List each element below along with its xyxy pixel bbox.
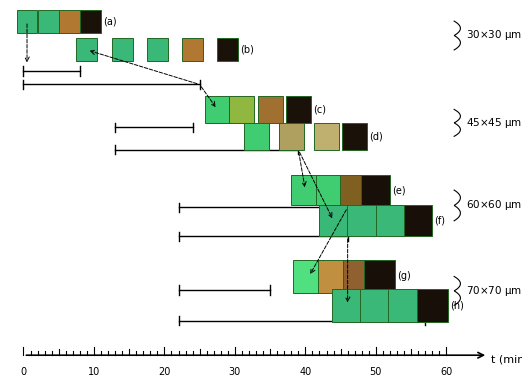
Bar <box>342 123 367 150</box>
Bar <box>80 10 101 33</box>
Bar <box>348 205 376 236</box>
Bar <box>182 38 203 61</box>
Bar <box>404 205 433 236</box>
Text: 30: 30 <box>229 367 241 377</box>
Bar <box>291 175 319 205</box>
Bar <box>59 10 80 33</box>
Text: 10: 10 <box>88 367 100 377</box>
Bar <box>257 96 283 123</box>
Bar <box>318 260 349 293</box>
Bar <box>417 289 448 322</box>
Text: 20: 20 <box>158 367 171 377</box>
Bar <box>38 10 58 33</box>
Bar <box>286 96 311 123</box>
Bar <box>112 38 133 61</box>
Text: (a): (a) <box>103 16 116 26</box>
Text: (d): (d) <box>369 131 383 141</box>
Text: (h): (h) <box>450 300 464 310</box>
Bar <box>17 10 38 33</box>
Bar <box>340 175 369 205</box>
Text: 0: 0 <box>20 367 27 377</box>
Text: 70×70 μm$^2$: 70×70 μm$^2$ <box>466 283 522 299</box>
Text: 60: 60 <box>440 367 453 377</box>
Text: (e): (e) <box>392 185 406 195</box>
Bar <box>279 123 304 150</box>
Bar <box>314 123 339 150</box>
Bar <box>376 205 405 236</box>
Text: (b): (b) <box>240 45 254 55</box>
Text: 60×60 μm$^2$: 60×60 μm$^2$ <box>466 197 522 214</box>
Bar <box>388 289 420 322</box>
Text: t (min): t (min) <box>491 354 522 364</box>
Text: (g): (g) <box>397 271 411 281</box>
Text: (f): (f) <box>434 216 446 226</box>
Text: 50: 50 <box>370 367 382 377</box>
Text: 30×30 μm$^2$: 30×30 μm$^2$ <box>466 28 522 43</box>
Bar <box>205 96 230 123</box>
Text: 45×45 μm$^2$: 45×45 μm$^2$ <box>466 115 522 131</box>
Bar <box>217 38 238 61</box>
Bar <box>319 205 348 236</box>
Text: (c): (c) <box>313 104 326 114</box>
Bar <box>361 175 390 205</box>
Bar <box>243 123 268 150</box>
Bar <box>76 38 97 61</box>
Bar <box>230 96 255 123</box>
Bar <box>147 38 168 61</box>
Bar <box>332 289 363 322</box>
Bar <box>316 175 345 205</box>
Bar <box>364 260 395 293</box>
Text: 40: 40 <box>299 367 312 377</box>
Bar <box>360 289 392 322</box>
Bar <box>342 260 374 293</box>
Bar <box>293 260 325 293</box>
